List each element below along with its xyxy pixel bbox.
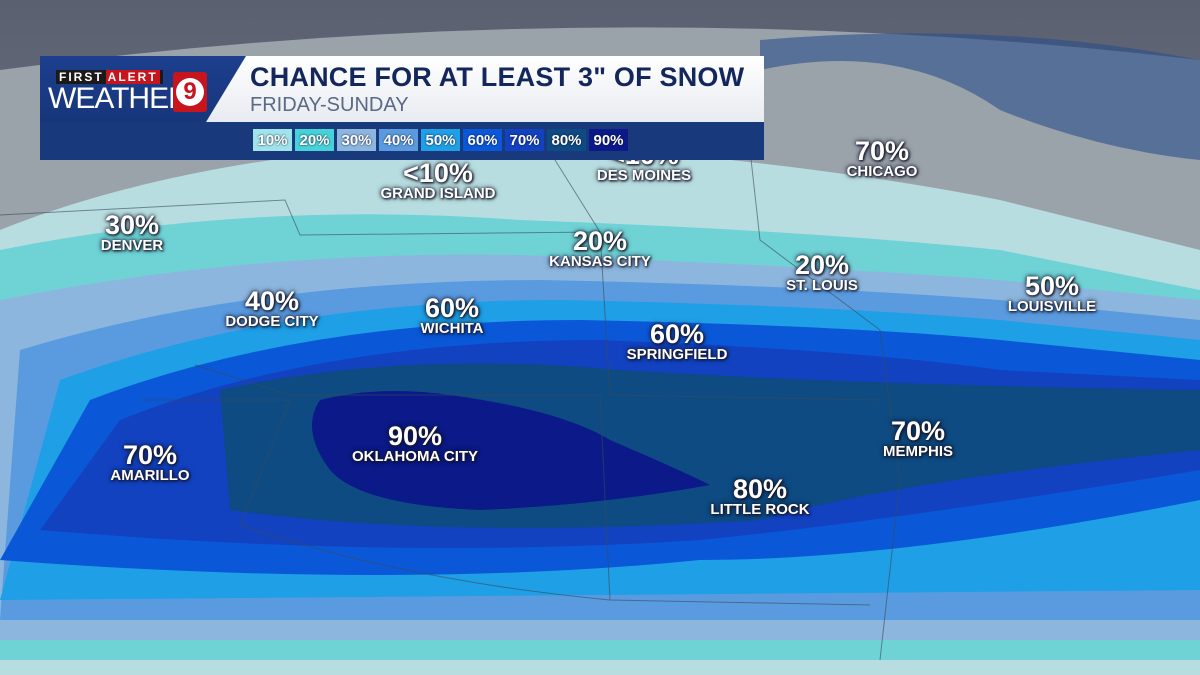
legend-swatch: 30%	[337, 129, 376, 151]
page-title: CHANCE FOR AT LEAST 3" OF SNOW	[250, 62, 745, 92]
city-name: DODGE CITY	[225, 313, 319, 330]
logo-first-alert: FIRST ALERT	[56, 70, 163, 84]
city-label: 40% DODGE CITY	[225, 286, 319, 330]
probability-bands	[0, 140, 1200, 675]
city-probability: 70%	[122, 440, 178, 470]
city-name: LOUISVILLE	[1007, 298, 1097, 315]
legend-swatch: 90%	[589, 129, 628, 151]
legend-swatch: 40%	[379, 129, 418, 151]
city-label: 70% AMARILLO	[110, 440, 190, 484]
state-borders	[0, 149, 901, 661]
city-label: 70% CHICAGO	[846, 136, 918, 180]
city-name: DENVER	[100, 237, 164, 254]
legend-swatch: 80%	[547, 129, 586, 151]
city-name: AMARILLO	[110, 467, 190, 484]
city-label: 80% LITTLE ROCK	[710, 474, 810, 518]
header-banner: FIRST ALERT WEATHER 9 CHANCE FOR AT LEAST…	[40, 56, 764, 160]
city-probability: 60%	[649, 319, 705, 349]
title-panel	[206, 56, 764, 122]
city-label: 60% WICHITA	[420, 293, 484, 337]
city-name: WICHITA	[420, 320, 484, 337]
logo-weather: WEATHER	[48, 82, 190, 115]
city-name: DES MOINES	[596, 167, 692, 184]
city-label: 90% OKLAHOMA CITY	[351, 421, 479, 465]
band-90	[312, 391, 710, 510]
great-lakes	[760, 33, 1200, 161]
city-name: GRAND ISLAND	[380, 185, 496, 202]
channel-logo: 9	[173, 72, 207, 112]
city-probability: 40%	[244, 286, 300, 316]
city-probability: 60%	[424, 293, 480, 323]
city-name: CHICAGO	[846, 163, 918, 180]
legend-swatch: 20%	[295, 129, 334, 151]
legend: 10% 20% 30% 40% 50% 60% 70% 80% 90%	[253, 129, 628, 151]
legend-swatch: 10%	[253, 129, 292, 151]
page-subtitle: FRIDAY-SUNDAY	[250, 94, 409, 116]
legend-swatch: 60%	[463, 129, 502, 151]
city-probability: 70%	[890, 416, 946, 446]
city-probability: 20%	[572, 226, 628, 256]
city-label: 30% DENVER	[100, 210, 164, 254]
city-label: 60% SPRINGFIELD	[626, 319, 728, 363]
city-probability: 20%	[794, 250, 850, 280]
city-name: OKLAHOMA CITY	[351, 448, 479, 465]
city-probability: 50%	[1024, 271, 1080, 301]
city-label: 70% MEMPHIS	[882, 416, 954, 460]
city-label: 50% LOUISVILLE	[1007, 271, 1097, 315]
city-name: KANSAS CITY	[549, 253, 651, 270]
legend-swatch: 50%	[421, 129, 460, 151]
city-name: LITTLE ROCK	[710, 501, 810, 518]
city-name: ST. LOUIS	[786, 277, 858, 294]
city-probability: 90%	[387, 421, 443, 451]
city-label: <10% GRAND ISLAND	[380, 158, 496, 202]
city-probability: 80%	[732, 474, 788, 504]
city-name: SPRINGFIELD	[626, 346, 728, 363]
legend-swatch: 70%	[505, 129, 544, 151]
city-name: MEMPHIS	[882, 443, 954, 460]
city-label: 20% ST. LOUIS	[786, 250, 858, 294]
city-label: 20% KANSAS CITY	[549, 226, 651, 270]
city-probability: 30%	[104, 210, 160, 240]
city-probability: 70%	[854, 136, 910, 166]
city-probability: <10%	[403, 158, 473, 188]
